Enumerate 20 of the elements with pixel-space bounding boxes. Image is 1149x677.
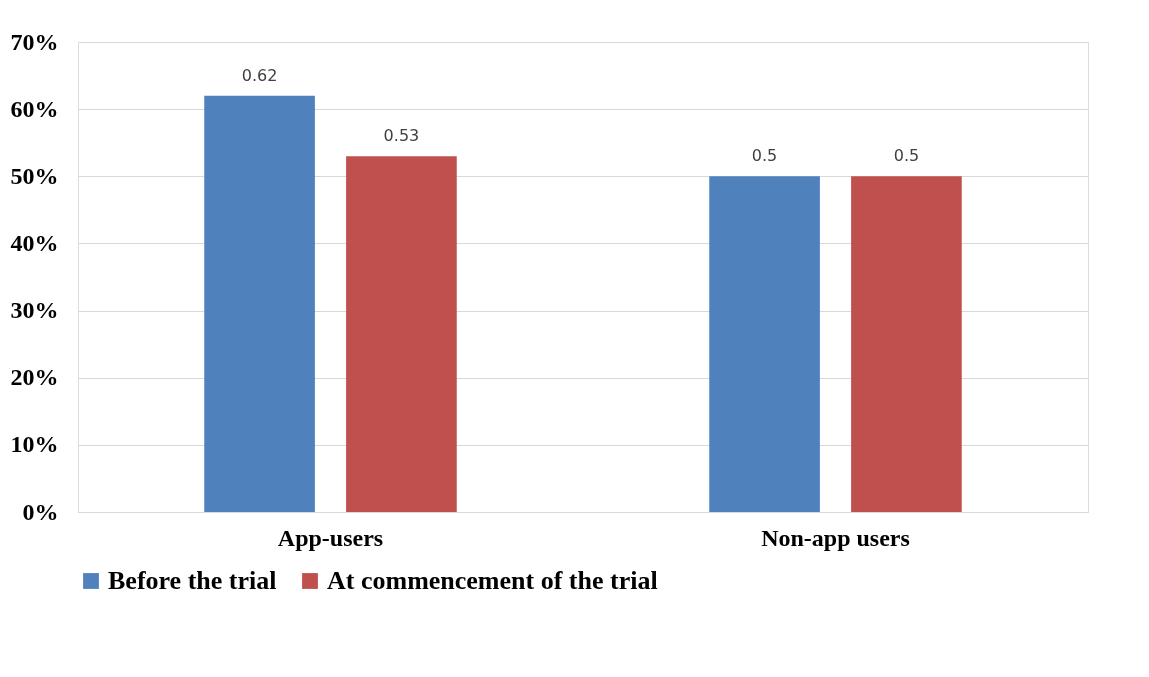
legend-label: At commencement of the trial: [327, 566, 658, 595]
data-label: 0.5: [893, 146, 920, 166]
y-tick-label: 70%: [10, 28, 59, 55]
x-tick-label: Non-app users: [761, 524, 910, 551]
y-tick-label: 40%: [10, 229, 59, 256]
x-tick-label: App-users: [277, 524, 384, 551]
legend-label: Before the trial: [108, 566, 277, 595]
bar: [204, 95, 315, 512]
bar: [709, 176, 820, 512]
y-tick-label: 20%: [10, 364, 59, 391]
y-tick-label: 0%: [22, 498, 59, 525]
data-label: 0.62: [241, 65, 278, 85]
bar: [851, 176, 962, 512]
data-label: 0.53: [383, 126, 420, 146]
y-tick-label: 30%: [10, 297, 59, 324]
y-tick-label: 50%: [10, 162, 59, 189]
data-label: 0.5: [751, 146, 778, 166]
y-tick-label: 60%: [10, 95, 59, 122]
y-tick-label: 10%: [10, 431, 59, 458]
bar: [346, 156, 457, 512]
